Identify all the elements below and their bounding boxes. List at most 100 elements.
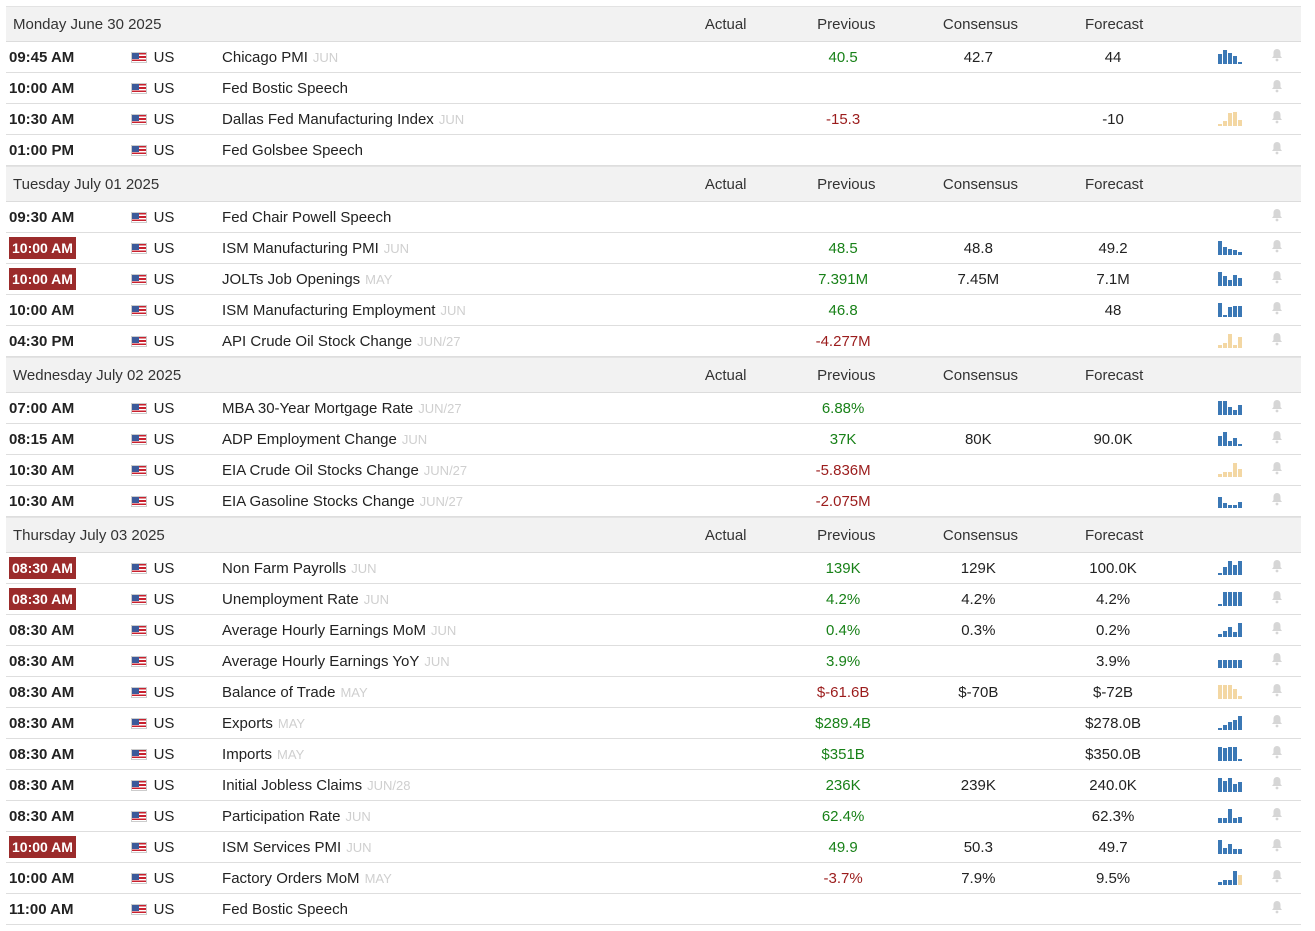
event-row[interactable]: 08:15 AM US ADP Employment Change JUN 37K… xyxy=(6,424,1301,455)
alert-bell-button[interactable] xyxy=(1252,838,1301,856)
event-row[interactable]: 08:30 AM US Unemployment Rate JUN 4.2% 4.… xyxy=(6,584,1301,615)
event-row[interactable]: 01:00 PM US Fed Golsbee Speech xyxy=(6,135,1301,166)
event-row[interactable]: 08:30 AM US Exports MAY $289.4B $278.0B xyxy=(6,708,1301,739)
alert-bell-button[interactable] xyxy=(1252,683,1301,701)
col-consensus-header[interactable]: Consensus xyxy=(942,175,1018,193)
alert-bell-button[interactable] xyxy=(1252,270,1301,288)
event-name-link[interactable]: ISM Manufacturing PMI xyxy=(222,239,379,257)
alert-bell-button[interactable] xyxy=(1252,430,1301,448)
event-name-link[interactable]: Average Hourly Earnings YoY xyxy=(222,652,420,670)
event-row[interactable]: 08:30 AM US Participation Rate JUN 62.4% … xyxy=(6,801,1301,832)
event-row[interactable]: 07:00 AM US MBA 30-Year Mortgage Rate JUN… xyxy=(6,393,1301,424)
event-row[interactable]: 08:30 AM US Non Farm Payrolls JUN 139K 12… xyxy=(6,553,1301,584)
col-forecast-header[interactable]: Forecast xyxy=(1084,366,1144,384)
event-name-link[interactable]: Unemployment Rate xyxy=(222,590,359,608)
col-previous-header[interactable]: Previous xyxy=(817,526,876,544)
col-actual-header[interactable]: Actual xyxy=(704,15,747,33)
alert-bell-button[interactable] xyxy=(1252,869,1301,887)
col-previous-header[interactable]: Previous xyxy=(817,175,876,193)
event-name-link[interactable]: Fed Golsbee Speech xyxy=(222,141,363,159)
alert-bell-button[interactable] xyxy=(1252,652,1301,670)
event-name-link[interactable]: Fed Bostic Speech xyxy=(222,900,348,918)
col-consensus-header[interactable]: Consensus xyxy=(942,366,1018,384)
event-row[interactable]: 10:00 AM US JOLTs Job Openings MAY 7.391M… xyxy=(6,264,1301,295)
event-row[interactable]: 10:30 AM US Dallas Fed Manufacturing Ind… xyxy=(6,104,1301,135)
mini-chart[interactable] xyxy=(1173,455,1252,485)
alert-bell-button[interactable] xyxy=(1252,807,1301,825)
alert-bell-button[interactable] xyxy=(1252,301,1301,319)
event-row[interactable]: 08:30 AM US Imports MAY $351B $350.0B xyxy=(6,739,1301,770)
event-row[interactable]: 04:30 PM US API Crude Oil Stock Change JU… xyxy=(6,326,1301,357)
event-name-link[interactable]: API Crude Oil Stock Change xyxy=(222,332,413,350)
alert-bell-button[interactable] xyxy=(1252,492,1301,510)
alert-bell-button[interactable] xyxy=(1252,48,1301,66)
alert-bell-button[interactable] xyxy=(1252,141,1301,159)
event-row[interactable]: 08:30 AM US Average Hourly Earnings YoY J… xyxy=(6,646,1301,677)
alert-bell-button[interactable] xyxy=(1252,714,1301,732)
event-row[interactable]: 10:00 AM US ISM Services PMI JUN 49.9 50.… xyxy=(6,832,1301,863)
event-name-link[interactable]: Imports xyxy=(222,745,273,763)
mini-chart[interactable] xyxy=(1173,424,1252,454)
event-name-link[interactable]: Fed Chair Powell Speech xyxy=(222,208,392,226)
col-previous-header[interactable]: Previous xyxy=(817,366,876,384)
event-row[interactable]: 10:00 AM US Fed Bostic Speech xyxy=(6,73,1301,104)
col-previous-header[interactable]: Previous xyxy=(817,15,876,33)
event-row[interactable]: 10:30 AM US EIA Gasoline Stocks Change JU… xyxy=(6,486,1301,517)
mini-chart[interactable] xyxy=(1173,832,1252,862)
alert-bell-button[interactable] xyxy=(1252,332,1301,350)
col-actual-header[interactable]: Actual xyxy=(704,175,747,193)
mini-chart[interactable] xyxy=(1173,615,1252,645)
mini-chart[interactable] xyxy=(1173,295,1252,325)
event-name-link[interactable]: Average Hourly Earnings MoM xyxy=(222,621,427,639)
mini-chart[interactable] xyxy=(1173,863,1252,893)
event-name-link[interactable]: EIA Gasoline Stocks Change xyxy=(222,492,415,510)
event-row[interactable]: 11:00 AM US Fed Bostic Speech xyxy=(6,894,1301,925)
alert-bell-button[interactable] xyxy=(1252,559,1301,577)
mini-chart[interactable] xyxy=(1173,264,1252,294)
col-consensus-header[interactable]: Consensus xyxy=(942,15,1018,33)
mini-chart[interactable] xyxy=(1173,486,1252,516)
alert-bell-button[interactable] xyxy=(1252,776,1301,794)
event-name-link[interactable]: Initial Jobless Claims xyxy=(222,776,363,794)
mini-chart[interactable] xyxy=(1173,677,1252,707)
event-row[interactable]: 10:00 AM US Factory Orders MoM MAY -3.7% … xyxy=(6,863,1301,894)
event-row[interactable]: 10:30 AM US EIA Crude Oil Stocks Change J… xyxy=(6,455,1301,486)
event-row[interactable]: 08:30 AM US Balance of Trade MAY $-61.6B … xyxy=(6,677,1301,708)
event-name-link[interactable]: Dallas Fed Manufacturing Index xyxy=(222,110,434,128)
col-consensus-header[interactable]: Consensus xyxy=(942,526,1018,544)
col-actual-header[interactable]: Actual xyxy=(704,366,747,384)
event-row[interactable]: 08:30 AM US Initial Jobless Claims JUN/28… xyxy=(6,770,1301,801)
event-name-link[interactable]: EIA Crude Oil Stocks Change xyxy=(222,461,419,479)
event-name-link[interactable]: ISM Services PMI xyxy=(222,838,342,856)
mini-chart[interactable] xyxy=(1173,326,1252,356)
col-actual-header[interactable]: Actual xyxy=(704,526,747,544)
alert-bell-button[interactable] xyxy=(1252,590,1301,608)
mini-chart[interactable] xyxy=(1173,646,1252,676)
event-row[interactable]: 10:00 AM US ISM Manufacturing PMI JUN 48.… xyxy=(6,233,1301,264)
mini-chart[interactable] xyxy=(1173,708,1252,738)
event-name-link[interactable]: ADP Employment Change xyxy=(222,430,397,448)
alert-bell-button[interactable] xyxy=(1252,399,1301,417)
mini-chart[interactable] xyxy=(1173,233,1252,263)
mini-chart[interactable] xyxy=(1173,104,1252,134)
event-row[interactable]: 09:30 AM US Fed Chair Powell Speech xyxy=(6,202,1301,233)
alert-bell-button[interactable] xyxy=(1252,461,1301,479)
event-name-link[interactable]: Fed Bostic Speech xyxy=(222,79,348,97)
mini-chart[interactable] xyxy=(1173,42,1252,72)
col-forecast-header[interactable]: Forecast xyxy=(1084,526,1144,544)
mini-chart[interactable] xyxy=(1173,739,1252,769)
col-forecast-header[interactable]: Forecast xyxy=(1084,15,1144,33)
alert-bell-button[interactable] xyxy=(1252,79,1301,97)
event-name-link[interactable]: Chicago PMI xyxy=(222,48,308,66)
mini-chart[interactable] xyxy=(1173,393,1252,423)
event-name-link[interactable]: Balance of Trade xyxy=(222,683,336,701)
mini-chart[interactable] xyxy=(1173,801,1252,831)
event-name-link[interactable]: MBA 30-Year Mortgage Rate xyxy=(222,399,414,417)
mini-chart[interactable] xyxy=(1173,770,1252,800)
alert-bell-button[interactable] xyxy=(1252,239,1301,257)
alert-bell-button[interactable] xyxy=(1252,900,1301,918)
alert-bell-button[interactable] xyxy=(1252,621,1301,639)
mini-chart[interactable] xyxy=(1173,584,1252,614)
event-name-link[interactable]: Factory Orders MoM xyxy=(222,869,360,887)
event-name-link[interactable]: JOLTs Job Openings xyxy=(222,270,361,288)
